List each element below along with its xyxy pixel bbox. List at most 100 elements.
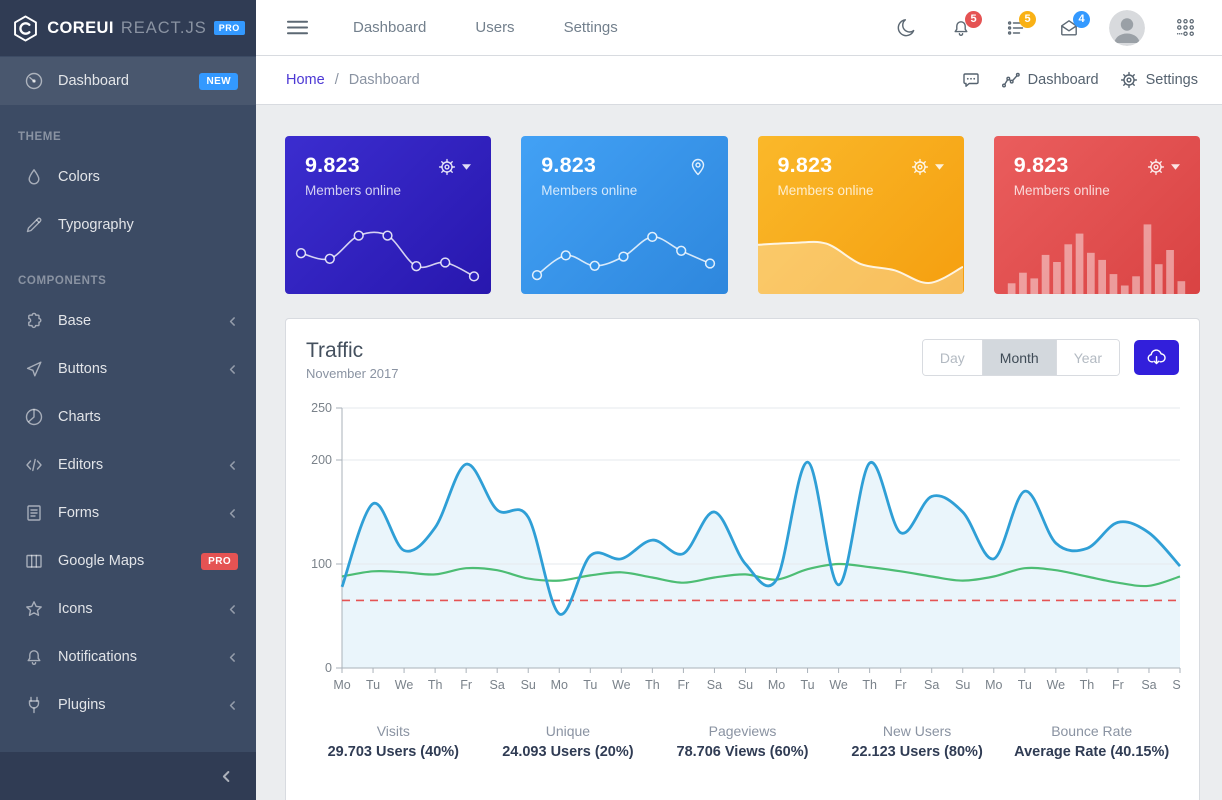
svg-text:Fr: Fr [678,678,690,692]
header-envelope-icon-button[interactable]: 4 [1055,10,1090,42]
sidebar-section-title-theme: Theme [18,131,62,143]
svg-text:200: 200 [311,453,332,467]
svg-text:Sa: Sa [707,678,722,692]
header-tasks-icon-button[interactable]: 5 [1001,10,1036,42]
svg-text:Fr: Fr [1112,678,1124,692]
sidebar-item-google-maps[interactable]: Google Maps PRO [0,537,256,585]
main-area: Dashboard Users Settings 5 5 4 [256,0,1222,800]
download-button[interactable] [1134,340,1179,375]
stat-card-3: 9.823 Members online [757,136,964,294]
drop-icon [24,167,44,187]
gear-dropdown-button[interactable] [910,157,944,177]
sidebar-item-plugins[interactable]: Plugins [0,681,256,729]
sidebar-item-base[interactable]: Base [0,297,256,345]
traffic-chart: 0 100 200 250 Mo Tu We Th Fr Sa Su Mo Tu We Th Fr Sa Su Mo… [306,398,1188,699]
svg-text:Sa: Sa [924,678,939,692]
stat-card-1: 9.823 Members online [285,136,492,294]
svg-text:Tu: Tu [583,678,597,692]
gear-icon [910,157,930,177]
chevron-left-icon [227,316,238,327]
stat-card-text: 9.823 Members online [1014,153,1110,198]
apps-grid-icon[interactable] [1171,13,1200,42]
stat-card-value: 9.823 [305,153,360,177]
breadcrumb-home[interactable]: Home [286,72,325,88]
puzzle-icon [24,311,44,331]
header-right: 5 5 4 [892,9,1200,46]
breadcrumb-dashboard: Dashboard [348,72,420,88]
sidebar-minimizer[interactable] [0,752,256,800]
footer-stat-value: 78.706 Views (60%) [676,744,809,760]
stat-card-value: 9.823 [541,153,597,177]
sidebar-item-charts[interactable]: Charts [0,393,256,441]
gear-dropdown-button[interactable] [1146,157,1180,177]
cloud-download-icon [1146,347,1167,368]
stat-cards-row: 9.823 Members online 9.823 Members online 9.… [285,136,1200,294]
star-icon [24,599,44,619]
svg-text:We: We [612,678,631,692]
traffic-controls: Day Month Year [921,339,1179,376]
sidebar-item-label: Base [58,313,92,329]
brand-suffix: REACT.JS [120,18,207,37]
subheader-actions: Dashboard Settings [961,70,1198,90]
sidebar-item-typography[interactable]: Typography [0,201,256,249]
stat-card-text: 9.823 Members online [541,153,637,198]
range-button-month[interactable]: Month [981,340,1056,375]
sidebar-badge-new: NEW [199,72,238,90]
stat-card-text: 9.823 Members online [305,153,401,198]
range-button-group: Day Month Year [921,339,1120,376]
chevron-left-icon [219,769,234,784]
svg-text:Su: Su [738,678,753,692]
sidebar-toggler-hamburger-icon[interactable] [286,17,309,38]
gear-dropdown-button[interactable] [437,157,472,177]
header-nav-dashboard[interactable]: Dashboard [353,19,427,36]
footer-stat-label: Unique [545,723,591,739]
subheader-action-settings[interactable]: Settings [1119,70,1198,90]
traffic-chart-svg: 0 100 200 250 Mo Tu We Th Fr Sa Su Mo Tu We Th Fr Sa Su Mo… [311,401,1188,692]
sidebar-item-buttons[interactable]: Buttons [0,345,256,393]
breadcrumb: Home / Dashboard [286,72,420,88]
stat-card-chart [285,220,491,294]
subheader-action-chat-bubble-icon[interactable] [961,70,981,90]
notification-badge: 5 [1019,10,1036,28]
svg-text:Th: Th [428,678,443,692]
svg-text:Sa: Sa [490,678,505,692]
code-icon [24,455,44,475]
header-bell-icon-button[interactable]: 5 [947,10,982,42]
sidebar-badge-pro: PRO [201,552,238,570]
footer-stat-value: Average Rate (40.15%) [1014,744,1170,760]
sidebar-item-notifications[interactable]: Notifications [0,633,256,681]
svg-text:100: 100 [311,557,332,571]
user-avatar[interactable] [1109,9,1145,46]
bell-icon [24,647,44,667]
location-pin-icon[interactable] [688,157,708,177]
location-pin [688,157,708,177]
sidebar-item-label: Editors [58,457,104,473]
footer-stat-bounce-rate: Bounce Rate Average Rate (40.15%) [1004,723,1179,760]
stat-card-label: Members online [777,183,874,198]
breadcrumb-separator: / [334,72,339,88]
sidebar: COREUI REACT.JS PRO Dashboard NEW Theme Col… [0,0,256,800]
range-button-year[interactable]: Year [1055,340,1119,375]
traffic-title: Traffic [306,339,364,362]
chevron-left-icon [227,652,238,663]
tasks-icon [1005,18,1025,38]
subheader-action-dashboard[interactable]: Dashboard [1001,70,1099,90]
svg-text:Fr: Fr [895,678,907,692]
chevron-left-icon [227,508,238,519]
notification-badge: 4 [1073,10,1090,28]
dark-mode-moon-icon[interactable] [892,13,921,42]
notification-badge: 5 [965,10,982,28]
sidebar-item-colors[interactable]: Colors [0,153,256,201]
sidebar-item-forms[interactable]: Forms [0,489,256,537]
header-nav-settings[interactable]: Settings [563,19,618,36]
header-nav: Dashboard Users Settings [353,19,618,36]
sidebar-item-icons[interactable]: Icons [0,585,256,633]
sidebar-brand[interactable]: COREUI REACT.JS PRO [0,0,256,56]
header-nav-users[interactable]: Users [475,19,515,36]
svg-text:We: We [1047,678,1066,692]
notes-icon [24,503,44,523]
envelope-icon [1059,18,1079,38]
sidebar-item-dashboard[interactable]: Dashboard NEW [0,57,256,105]
sidebar-item-editors[interactable]: Editors [0,441,256,489]
range-button-day[interactable]: Day [922,340,982,375]
